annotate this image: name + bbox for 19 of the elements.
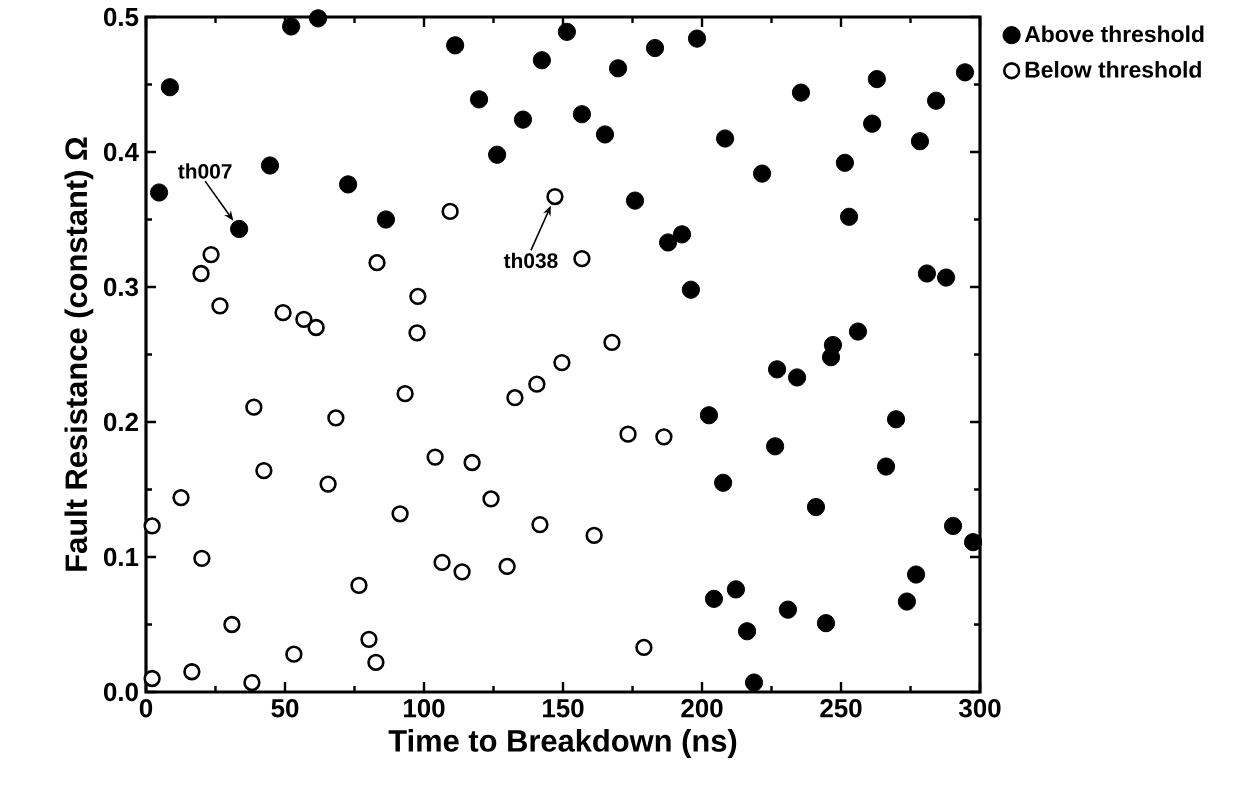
x-tick-label: 250 <box>820 699 862 718</box>
y-tick-label: 0.4 <box>103 142 139 162</box>
annotation: th007 <box>178 163 232 179</box>
x-tick-label: 200 <box>681 699 723 718</box>
y-tick-label: 0.0 <box>103 682 138 702</box>
legend-label: Below threshold <box>1025 60 1201 78</box>
x-tick-label: 300 <box>958 699 1001 718</box>
x-tick-label: 150 <box>543 699 584 718</box>
y-tick-label: 0.5 <box>103 7 139 27</box>
y-tick-label: 0.1 <box>103 547 139 567</box>
x-axis-title: Time to Breakdown (ns) <box>388 729 737 758</box>
legend-label: Above threshold <box>1024 25 1204 43</box>
annotation: th038 <box>503 252 558 269</box>
y-tick-label: 0.2 <box>103 412 138 432</box>
x-tick-label: 50 <box>271 699 299 718</box>
y-tick-label: 0.3 <box>103 277 139 297</box>
x-tick-label: 100 <box>404 699 445 718</box>
x-tick-label: 0 <box>139 699 153 718</box>
y-axis-title: Fault Resistance (constant) Ω <box>64 137 94 571</box>
